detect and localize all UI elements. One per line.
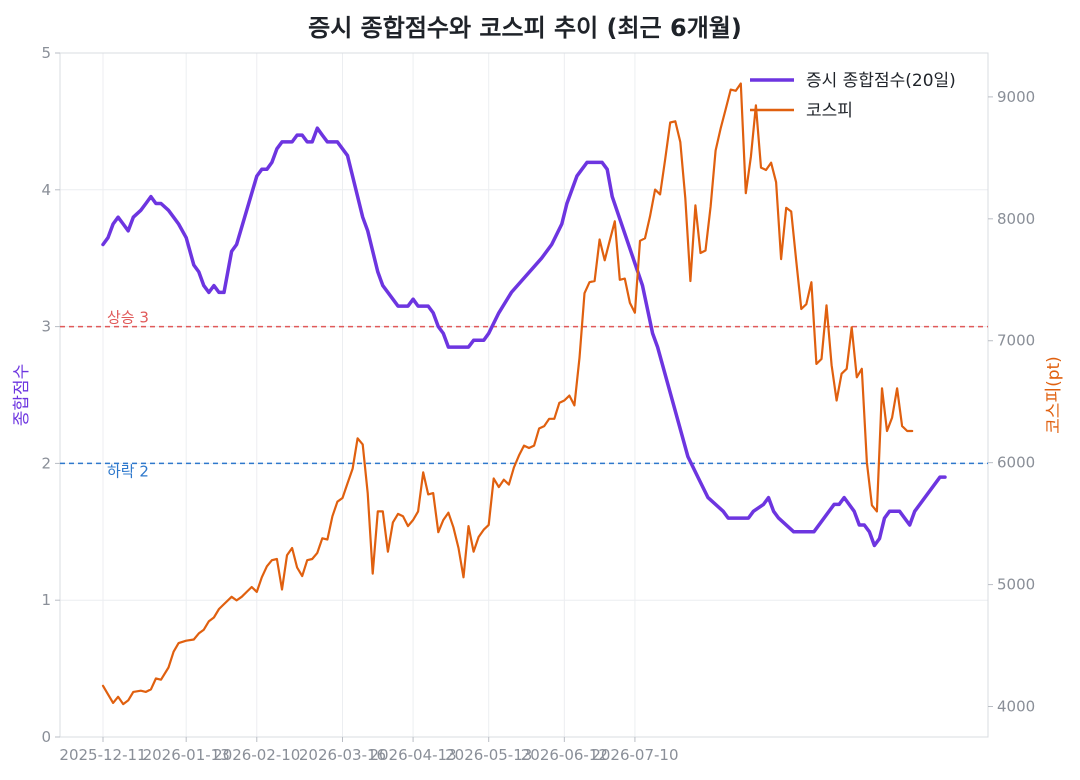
tick-label-right: 6000	[997, 454, 1035, 472]
plot-frame	[59, 52, 989, 738]
tick-label-right: 8000	[997, 210, 1035, 228]
tick-label-x: 2026-07-10	[591, 746, 678, 764]
tick-label-right: 4000	[997, 698, 1035, 716]
tick-label-x: 2026-06-12	[521, 746, 608, 764]
axes: 0 1 2 3 4 5 4000 5000 6000 7000 8000 9000 2025-12-11…	[41, 44, 1035, 764]
tick-label-left: 1	[41, 591, 51, 609]
tick-label-x: 2026-03-16	[299, 746, 386, 764]
tick-label-x: 2026-05-13	[445, 746, 532, 764]
y-axis-label-left: 종합점수	[12, 364, 32, 427]
tick-label-right: 7000	[997, 332, 1035, 350]
tick-label-left: 5	[41, 44, 51, 62]
tick-label-x: 2026-04-13	[369, 746, 456, 764]
y-axis-label-right: 코스피(pt)	[1044, 356, 1064, 434]
reference-lines: 상승 3 하락 2	[60, 309, 988, 480]
chart-title: 증시 종합점수와 코스피 추이 (최근 6개월)	[308, 14, 742, 42]
series-line-score	[101, 126, 947, 548]
tick-label-left: 2	[41, 454, 51, 472]
tick-label-left: 3	[41, 318, 51, 336]
tick-label-left: 0	[41, 728, 51, 746]
tick-label-x: 2026-01-13	[143, 746, 230, 764]
legend: 증시 종합점수(20일) 코스피	[750, 71, 956, 121]
reference-label: 상승 3	[107, 309, 149, 327]
tick-label-x: 2026-02-10	[213, 746, 300, 764]
tick-label-x: 2025-12-11	[59, 746, 146, 764]
tick-label-left: 4	[41, 181, 51, 199]
series-line-kospi	[101, 82, 914, 706]
series-group	[101, 82, 947, 706]
reference-label: 하락 2	[107, 462, 149, 480]
tick-label-right: 9000	[997, 88, 1035, 106]
tick-label-right: 5000	[997, 576, 1035, 594]
legend-label-kospi: 코스피	[806, 101, 853, 121]
legend-label-score: 증시 종합점수(20일)	[806, 71, 956, 91]
